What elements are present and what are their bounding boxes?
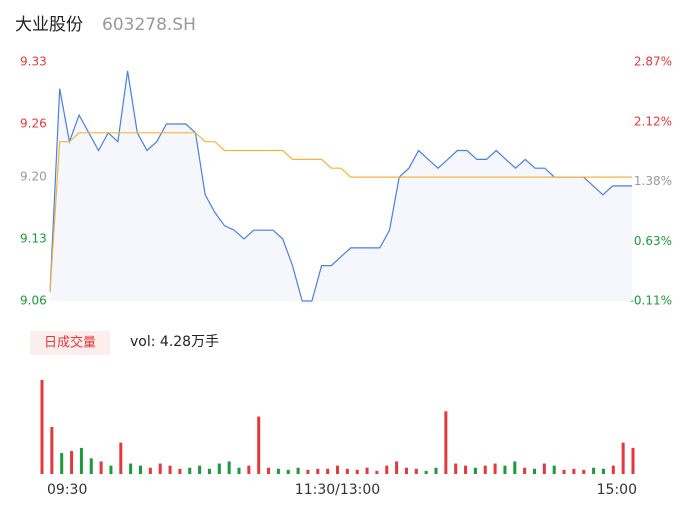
- volume-bar: [375, 470, 379, 474]
- volume-bar: [148, 467, 152, 474]
- volume-bar: [473, 467, 477, 474]
- volume-bar: [99, 461, 103, 474]
- volume-bar: [168, 465, 172, 474]
- volume-bar: [70, 451, 74, 474]
- volume-bar: [50, 427, 54, 474]
- volume-bar: [424, 470, 428, 474]
- volume-bar: [276, 468, 280, 474]
- volume-bar: [572, 468, 576, 474]
- volume-bar: [611, 465, 615, 474]
- volume-bar: [89, 458, 93, 474]
- y-tick-label: 9.06: [20, 294, 47, 308]
- volume-bar: [247, 465, 251, 474]
- volume-bar: [119, 442, 123, 474]
- volume-bar: [503, 465, 507, 474]
- y2-tick-label: 2.12%: [634, 115, 672, 129]
- y-tick-label: 9.26: [20, 116, 47, 130]
- x-tick-label: 15:00: [597, 482, 637, 498]
- volume-bar: [444, 411, 448, 474]
- volume-bar: [207, 468, 211, 474]
- volume-bar: [129, 463, 133, 474]
- volume-bar: [454, 463, 458, 474]
- volume-bar: [306, 469, 310, 474]
- y2-tick-label: -0.11%: [630, 294, 672, 308]
- volume-bar: [404, 467, 408, 474]
- volume-bar: [493, 463, 497, 474]
- stock-code: 603278.SH: [102, 15, 196, 35]
- volume-bar: [592, 467, 596, 474]
- volume-bar: [40, 380, 44, 474]
- volume-bar: [355, 469, 359, 474]
- price-area: [50, 70, 632, 302]
- volume-bar: [227, 461, 231, 474]
- volume-bar: [542, 463, 546, 474]
- volume-bar: [139, 465, 142, 474]
- line-average: [49, 132, 632, 293]
- volume-bar: [464, 465, 468, 474]
- y-tick-label: 9.13: [20, 232, 47, 246]
- volume-bar: [523, 467, 527, 474]
- volume-title: 日成交量: [44, 335, 96, 351]
- volume-bar: [286, 469, 290, 474]
- y-tick-label: 9.20: [20, 170, 47, 184]
- volume-bar: [326, 468, 330, 474]
- volume-bar: [296, 467, 300, 474]
- volume-bar: [257, 416, 261, 474]
- volume-bar: [237, 467, 241, 474]
- volume-bar: [631, 447, 635, 474]
- volume-bar: [198, 465, 202, 474]
- volume-bar: [533, 468, 536, 474]
- volume-bar: [414, 468, 418, 474]
- volume-bar: [621, 442, 625, 474]
- volume-bar: [552, 465, 556, 474]
- stock-name: 大业股份: [15, 15, 83, 35]
- line-price: [49, 70, 632, 302]
- volume-bar: [385, 465, 389, 474]
- volume-bar: [601, 468, 605, 474]
- x-tick-label: 11:30/13:00: [295, 482, 380, 498]
- volume-bar: [316, 468, 320, 474]
- volume-bar: [434, 467, 438, 474]
- volume-bar: [158, 463, 162, 474]
- volume-bar: [562, 469, 566, 474]
- volume-badge: [30, 331, 110, 355]
- volume-bar: [79, 447, 83, 474]
- y2-tick-label: 2.87%: [634, 55, 672, 69]
- volume-bar: [188, 467, 192, 474]
- volume-bar: [178, 468, 182, 474]
- y2-tick-label: 0.63%: [634, 234, 672, 248]
- volume-bar: [217, 463, 221, 474]
- volume-bar: [345, 468, 349, 474]
- volume-bar: [109, 465, 113, 474]
- volume-bar: [60, 453, 64, 474]
- y-tick-label: 9.33: [20, 55, 47, 69]
- volume-text: vol: 4.28万手: [130, 334, 219, 350]
- volume-bar: [483, 465, 487, 474]
- volume-bar: [267, 467, 271, 474]
- volume-bar: [395, 461, 399, 474]
- x-tick-label: 09:30: [47, 482, 87, 498]
- y2-tick-label: 1.38%: [634, 174, 672, 188]
- volume-bar: [582, 469, 586, 474]
- volume-bar: [365, 467, 369, 474]
- volume-bar: [336, 465, 339, 474]
- volume-bar: [513, 461, 517, 474]
